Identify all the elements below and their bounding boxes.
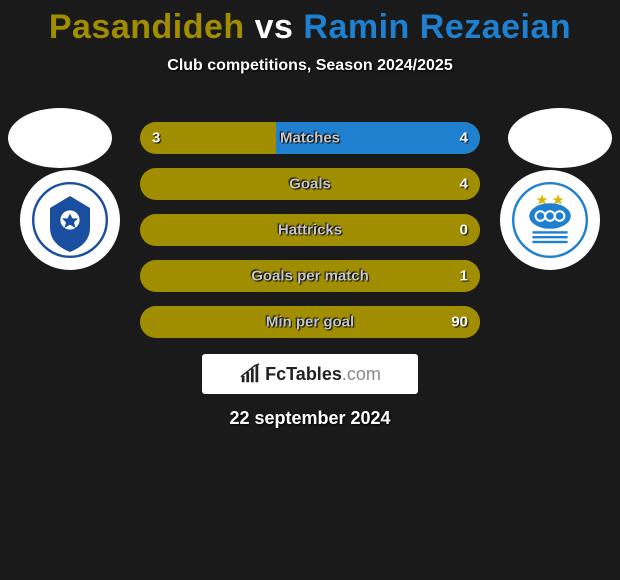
club-badge-right-icon bbox=[510, 180, 590, 260]
logo-brand: FcTables bbox=[265, 364, 342, 384]
player2-club-badge bbox=[500, 170, 600, 270]
vs-text: vs bbox=[255, 8, 294, 46]
stat-label: Min per goal bbox=[266, 314, 354, 331]
player1-club-badge bbox=[20, 170, 120, 270]
stat-row: Min per goal 90 bbox=[140, 306, 480, 338]
stat-row: Goals per match 1 bbox=[140, 260, 480, 292]
stat-value-right: 90 bbox=[451, 314, 468, 331]
player1-avatar bbox=[8, 108, 112, 168]
stat-left-fill bbox=[140, 122, 276, 154]
stat-value-left: 3 bbox=[152, 130, 160, 147]
stat-row: Matches 3 4 bbox=[140, 122, 480, 154]
stat-label: Hattricks bbox=[278, 222, 342, 239]
subtitle: Club competitions, Season 2024/2025 bbox=[0, 57, 620, 75]
page-title: Pasandideh vs Ramin Rezaeian bbox=[0, 0, 620, 47]
fctables-logo: FcTables.com bbox=[202, 354, 418, 394]
logo-text: FcTables.com bbox=[265, 364, 381, 385]
comparison-card: Pasandideh vs Ramin Rezaeian Club compet… bbox=[0, 0, 620, 580]
stat-row: Goals 4 bbox=[140, 168, 480, 200]
stat-value-right: 0 bbox=[460, 222, 468, 239]
player1-name: Pasandideh bbox=[49, 8, 245, 46]
stat-label: Goals bbox=[289, 176, 331, 193]
player2-avatar bbox=[508, 108, 612, 168]
chart-icon bbox=[239, 363, 261, 385]
logo-suffix: .com bbox=[342, 364, 381, 384]
stat-value-right: 1 bbox=[460, 268, 468, 285]
stats-bars: Matches 3 4 Goals 4 Hattricks 0 Goals per match… bbox=[140, 122, 480, 338]
stat-value-right: 4 bbox=[460, 176, 468, 193]
date-text: 22 september 2024 bbox=[229, 408, 390, 429]
player2-name: Ramin Rezaeian bbox=[303, 8, 571, 46]
stat-row: Hattricks 0 bbox=[140, 214, 480, 246]
club-badge-left-icon bbox=[30, 180, 110, 260]
stat-label: Matches bbox=[280, 130, 340, 147]
stat-label: Goals per match bbox=[251, 268, 369, 285]
stat-value-right: 4 bbox=[460, 130, 468, 147]
